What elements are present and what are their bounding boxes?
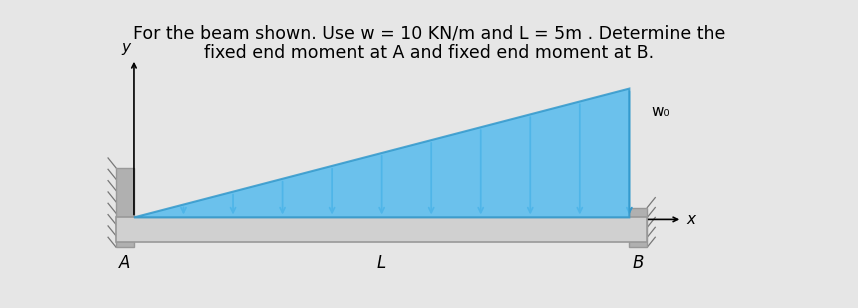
- Bar: [116, 168, 134, 247]
- Text: x: x: [686, 212, 695, 227]
- Text: A: A: [119, 254, 130, 272]
- Text: y: y: [121, 40, 130, 55]
- Text: fixed end moment at A and fixed end moment at B.: fixed end moment at A and fixed end mome…: [204, 44, 654, 62]
- Text: For the beam shown. Use w = 10 KN/m and L = 5m . Determine the: For the beam shown. Use w = 10 KN/m and …: [133, 24, 725, 42]
- Bar: [116, 217, 647, 242]
- Text: B: B: [632, 254, 644, 272]
- Text: w₀: w₀: [651, 104, 670, 119]
- Polygon shape: [134, 89, 630, 217]
- Text: L: L: [377, 254, 386, 272]
- Bar: [630, 208, 647, 247]
